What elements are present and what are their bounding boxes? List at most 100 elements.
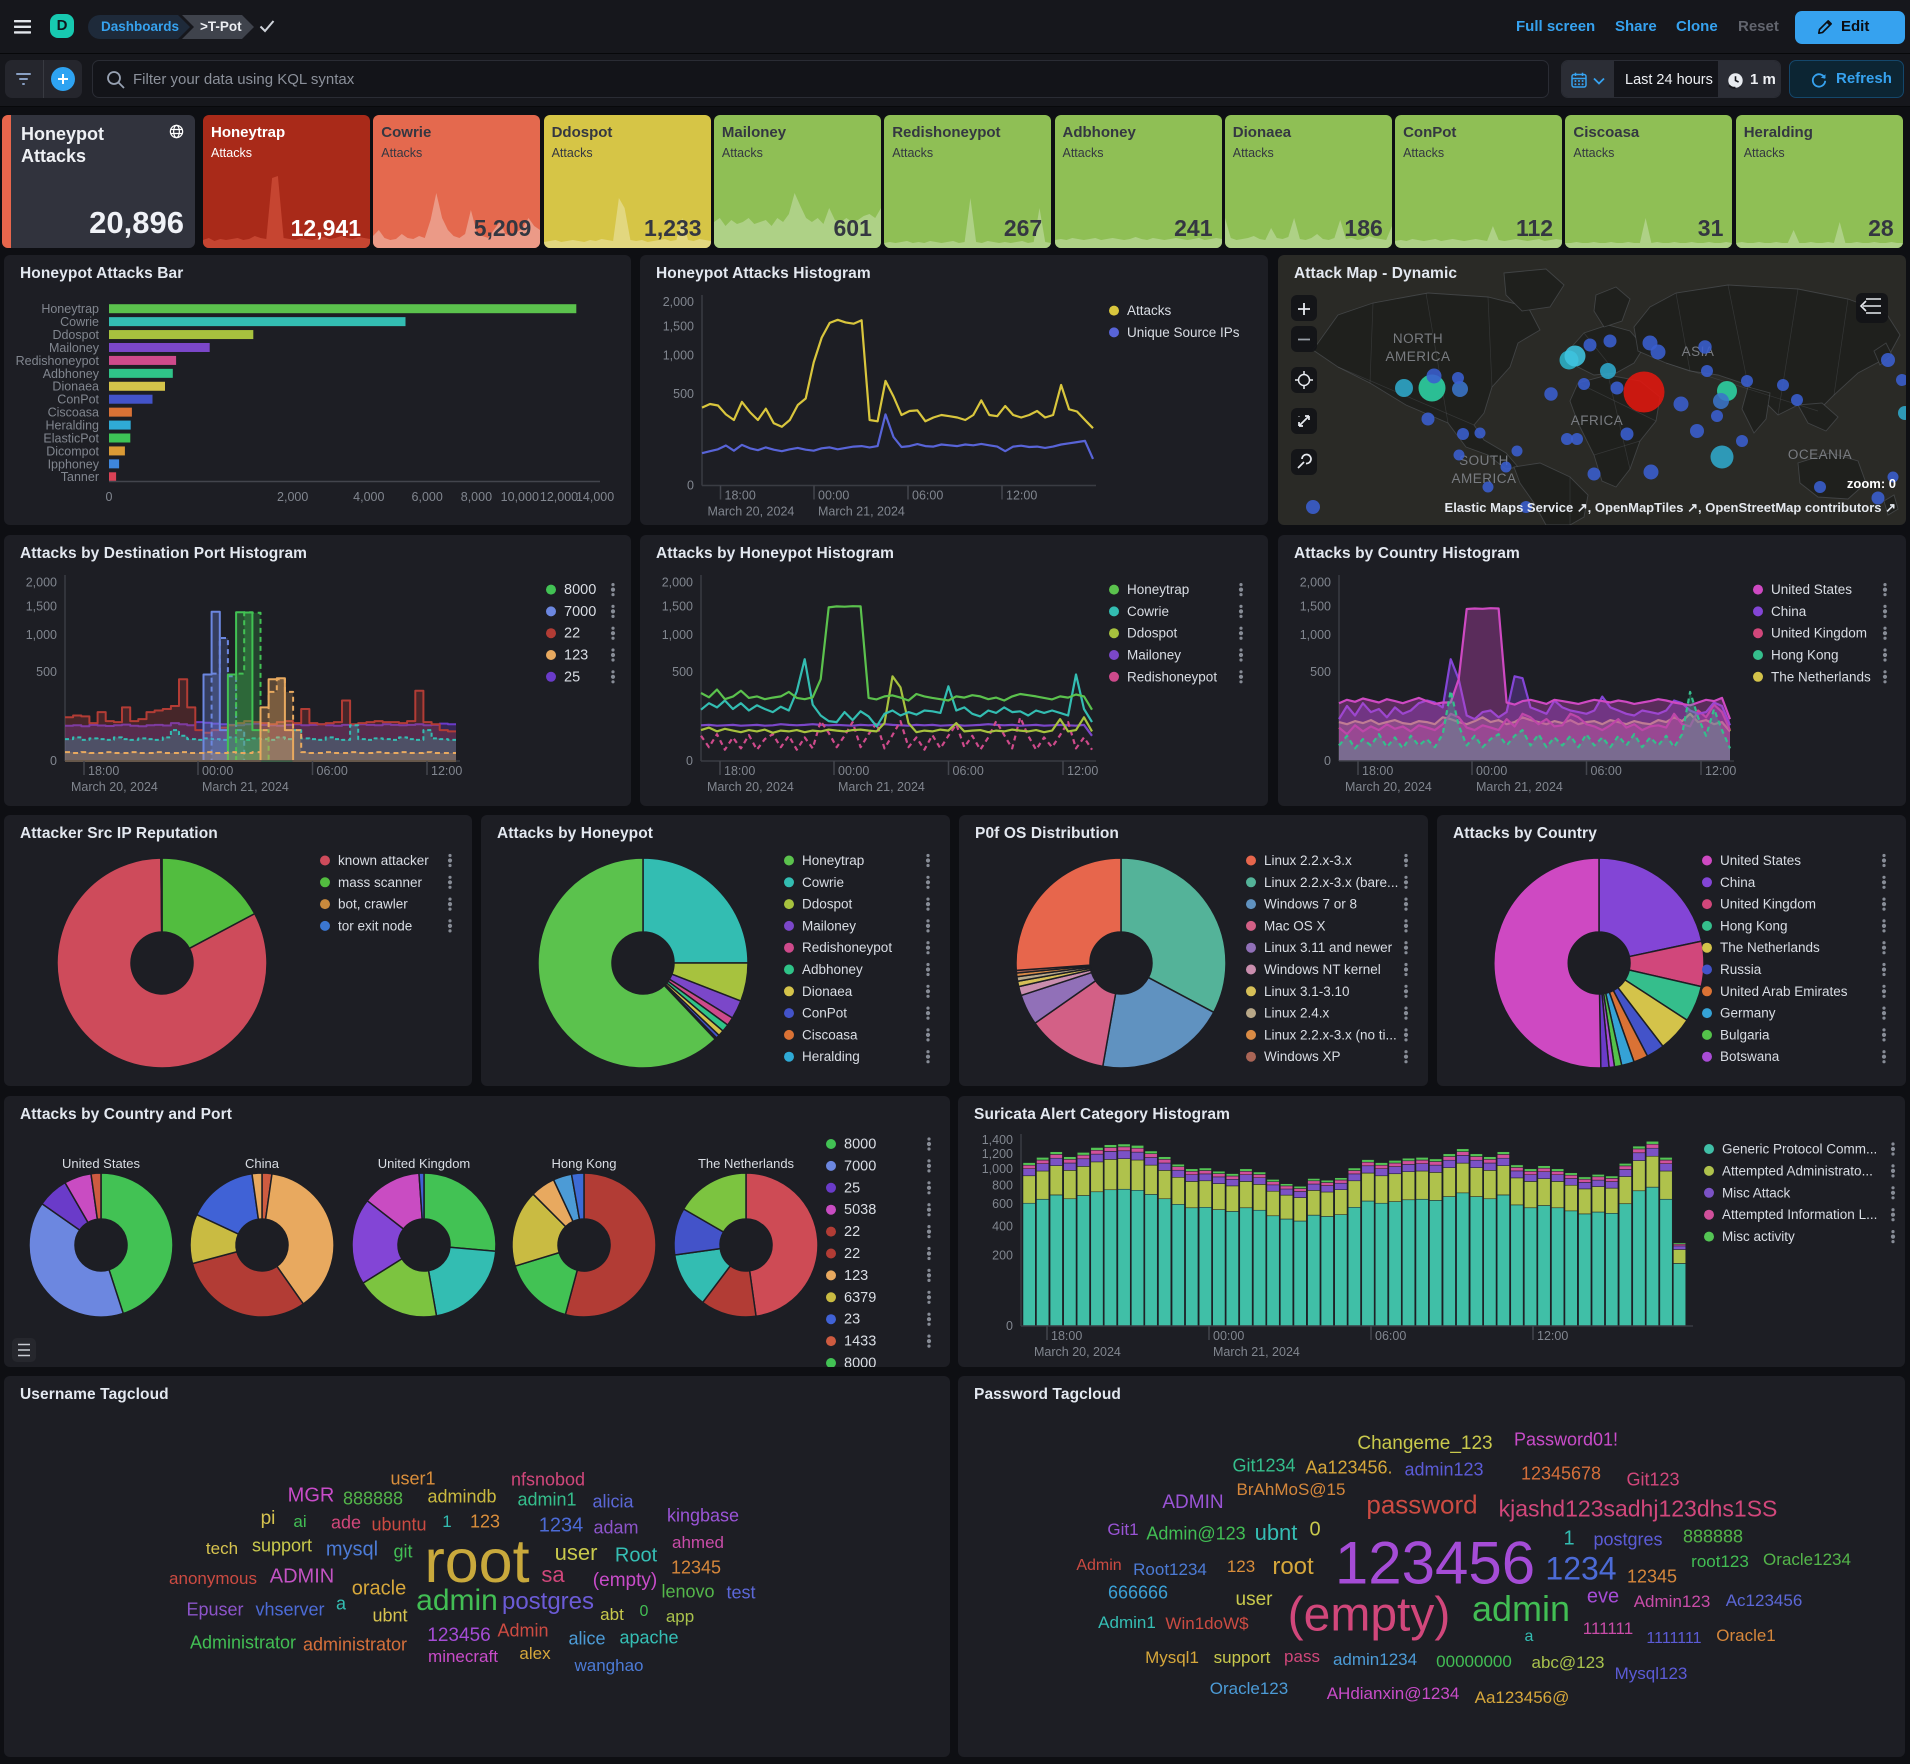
svg-text:Linux 2.4.x: Linux 2.4.x <box>1264 1006 1330 1021</box>
svg-text:Misc Attack: Misc Attack <box>1722 1185 1791 1200</box>
svg-text:United Arab Emirates: United Arab Emirates <box>1720 984 1848 999</box>
svg-text:00:00: 00:00 <box>818 489 849 503</box>
svg-text:mass scanner: mass scanner <box>338 875 423 890</box>
svg-text:March 21, 2024: March 21, 2024 <box>1476 780 1563 794</box>
svg-text:1,000: 1,000 <box>662 628 693 642</box>
svg-text:March 21, 2024: March 21, 2024 <box>202 780 289 794</box>
svg-text:Hong Kong: Hong Kong <box>1720 918 1788 933</box>
svg-text:Ipphoney: Ipphoney <box>48 457 100 471</box>
svg-text:00:00: 00:00 <box>1476 764 1507 778</box>
svg-text:800: 800 <box>992 1178 1013 1192</box>
svg-text:Redishoneypot: Redishoneypot <box>1127 669 1217 684</box>
svg-text:Windows 7 or 8: Windows 7 or 8 <box>1264 897 1357 912</box>
svg-text:8000: 8000 <box>844 1137 876 1153</box>
svg-text:ConPot: ConPot <box>57 393 99 407</box>
svg-text:Attempted Administrato...: Attempted Administrato... <box>1722 1163 1873 1178</box>
svg-text:Windows XP: Windows XP <box>1264 1049 1341 1064</box>
svg-text:SOUTH: SOUTH <box>1459 453 1509 468</box>
svg-text:Linux 3.11 and newer: Linux 3.11 and newer <box>1264 940 1393 955</box>
svg-text:06:00: 06:00 <box>317 764 348 778</box>
svg-text:500: 500 <box>673 387 694 401</box>
svg-text:United Kingdom: United Kingdom <box>1720 897 1816 912</box>
svg-text:18:00: 18:00 <box>1051 1329 1082 1343</box>
svg-text:00:00: 00:00 <box>1213 1329 1244 1343</box>
svg-text:1,200: 1,200 <box>982 1147 1013 1161</box>
svg-text:1,000: 1,000 <box>663 349 694 363</box>
svg-text:zoom: 0: zoom: 0 <box>1847 476 1896 491</box>
svg-text:1,500: 1,500 <box>662 599 693 613</box>
svg-text:6,000: 6,000 <box>412 490 443 504</box>
svg-text:0: 0 <box>1006 1319 1013 1333</box>
svg-text:12:00: 12:00 <box>1006 489 1037 503</box>
svg-text:Bulgaria: Bulgaria <box>1720 1027 1770 1042</box>
svg-text:United States: United States <box>1720 853 1801 868</box>
svg-text:500: 500 <box>36 665 57 679</box>
svg-text:March 20, 2024: March 20, 2024 <box>1345 780 1432 794</box>
svg-text:500: 500 <box>672 665 693 679</box>
svg-text:8,000: 8,000 <box>461 490 492 504</box>
svg-text:06:00: 06:00 <box>1591 764 1622 778</box>
svg-text:United Kingdom: United Kingdom <box>378 1156 471 1171</box>
svg-text:Linux 2.2.x-3.x (bare...: Linux 2.2.x-3.x (bare... <box>1264 875 1398 890</box>
svg-text:Mailoney: Mailoney <box>802 918 856 933</box>
svg-text:18:00: 18:00 <box>725 489 756 503</box>
svg-text:25: 25 <box>844 1180 860 1196</box>
svg-text:4,000: 4,000 <box>353 490 384 504</box>
svg-text:06:00: 06:00 <box>953 764 984 778</box>
svg-text:25: 25 <box>564 669 580 685</box>
svg-text:0: 0 <box>50 754 57 768</box>
svg-text:06:00: 06:00 <box>912 489 943 503</box>
svg-text:400: 400 <box>992 1220 1013 1234</box>
svg-text:1,500: 1,500 <box>1300 599 1331 613</box>
svg-text:Adbhoney: Adbhoney <box>802 962 863 977</box>
svg-text:AMERICA: AMERICA <box>1385 349 1450 364</box>
svg-text:Linux 3.1-3.10: Linux 3.1-3.10 <box>1264 984 1350 999</box>
svg-text:5038: 5038 <box>844 1202 876 1218</box>
svg-text:March 20, 2024: March 20, 2024 <box>71 780 158 794</box>
svg-text:12:00: 12:00 <box>1705 764 1736 778</box>
svg-text:The Netherlands: The Netherlands <box>1720 940 1820 955</box>
svg-text:Ddospot: Ddospot <box>1127 626 1178 641</box>
svg-text:18:00: 18:00 <box>1362 764 1393 778</box>
svg-text:8000: 8000 <box>564 582 596 598</box>
svg-text:2,000: 2,000 <box>662 576 693 590</box>
svg-text:ElasticPot: ElasticPot <box>43 431 99 445</box>
svg-text:Honeytrap: Honeytrap <box>802 853 864 868</box>
svg-text:7000: 7000 <box>844 1158 876 1174</box>
svg-text:18:00: 18:00 <box>88 764 119 778</box>
svg-text:China: China <box>245 1156 280 1171</box>
svg-text:14,000: 14,000 <box>576 490 614 504</box>
svg-text:March 21, 2024: March 21, 2024 <box>1213 1345 1300 1359</box>
svg-text:The Netherlands: The Netherlands <box>698 1156 795 1171</box>
svg-text:12:00: 12:00 <box>431 764 462 778</box>
svg-text:AMERICA: AMERICA <box>1451 471 1516 486</box>
svg-text:1,000: 1,000 <box>1300 628 1331 642</box>
svg-text:Redishoneypot: Redishoneypot <box>802 940 892 955</box>
svg-text:7000: 7000 <box>564 604 596 620</box>
svg-text:12:00: 12:00 <box>1067 764 1098 778</box>
svg-text:Windows NT kernel: Windows NT kernel <box>1264 962 1381 977</box>
svg-text:10,000: 10,000 <box>501 490 539 504</box>
svg-text:NORTH: NORTH <box>1393 331 1443 346</box>
svg-text:Misc activity: Misc activity <box>1722 1229 1795 1244</box>
svg-text:Heralding: Heralding <box>802 1049 860 1064</box>
svg-text:Ddospot: Ddospot <box>52 328 99 342</box>
svg-text:Redishoneypot: Redishoneypot <box>16 354 100 368</box>
svg-text:1,500: 1,500 <box>663 320 694 334</box>
svg-text:22: 22 <box>844 1224 860 1240</box>
svg-text:Dionaea: Dionaea <box>802 984 853 999</box>
svg-text:Ddospot: Ddospot <box>802 897 853 912</box>
svg-text:00:00: 00:00 <box>838 764 869 778</box>
svg-text:06:00: 06:00 <box>1375 1329 1406 1343</box>
svg-text:Germany: Germany <box>1720 1006 1776 1021</box>
svg-text:1,500: 1,500 <box>26 599 57 613</box>
svg-text:Generic Protocol Comm...: Generic Protocol Comm... <box>1722 1142 1877 1157</box>
svg-text:2,000: 2,000 <box>277 490 308 504</box>
svg-text:tor exit node: tor exit node <box>338 918 412 933</box>
svg-text:China: China <box>1771 604 1807 619</box>
svg-text:23: 23 <box>844 1312 860 1328</box>
svg-text:United Kingdom: United Kingdom <box>1771 626 1867 641</box>
svg-text:Cowrie: Cowrie <box>802 875 844 890</box>
svg-text:6379: 6379 <box>844 1290 876 1306</box>
svg-text:1,000: 1,000 <box>982 1162 1013 1176</box>
